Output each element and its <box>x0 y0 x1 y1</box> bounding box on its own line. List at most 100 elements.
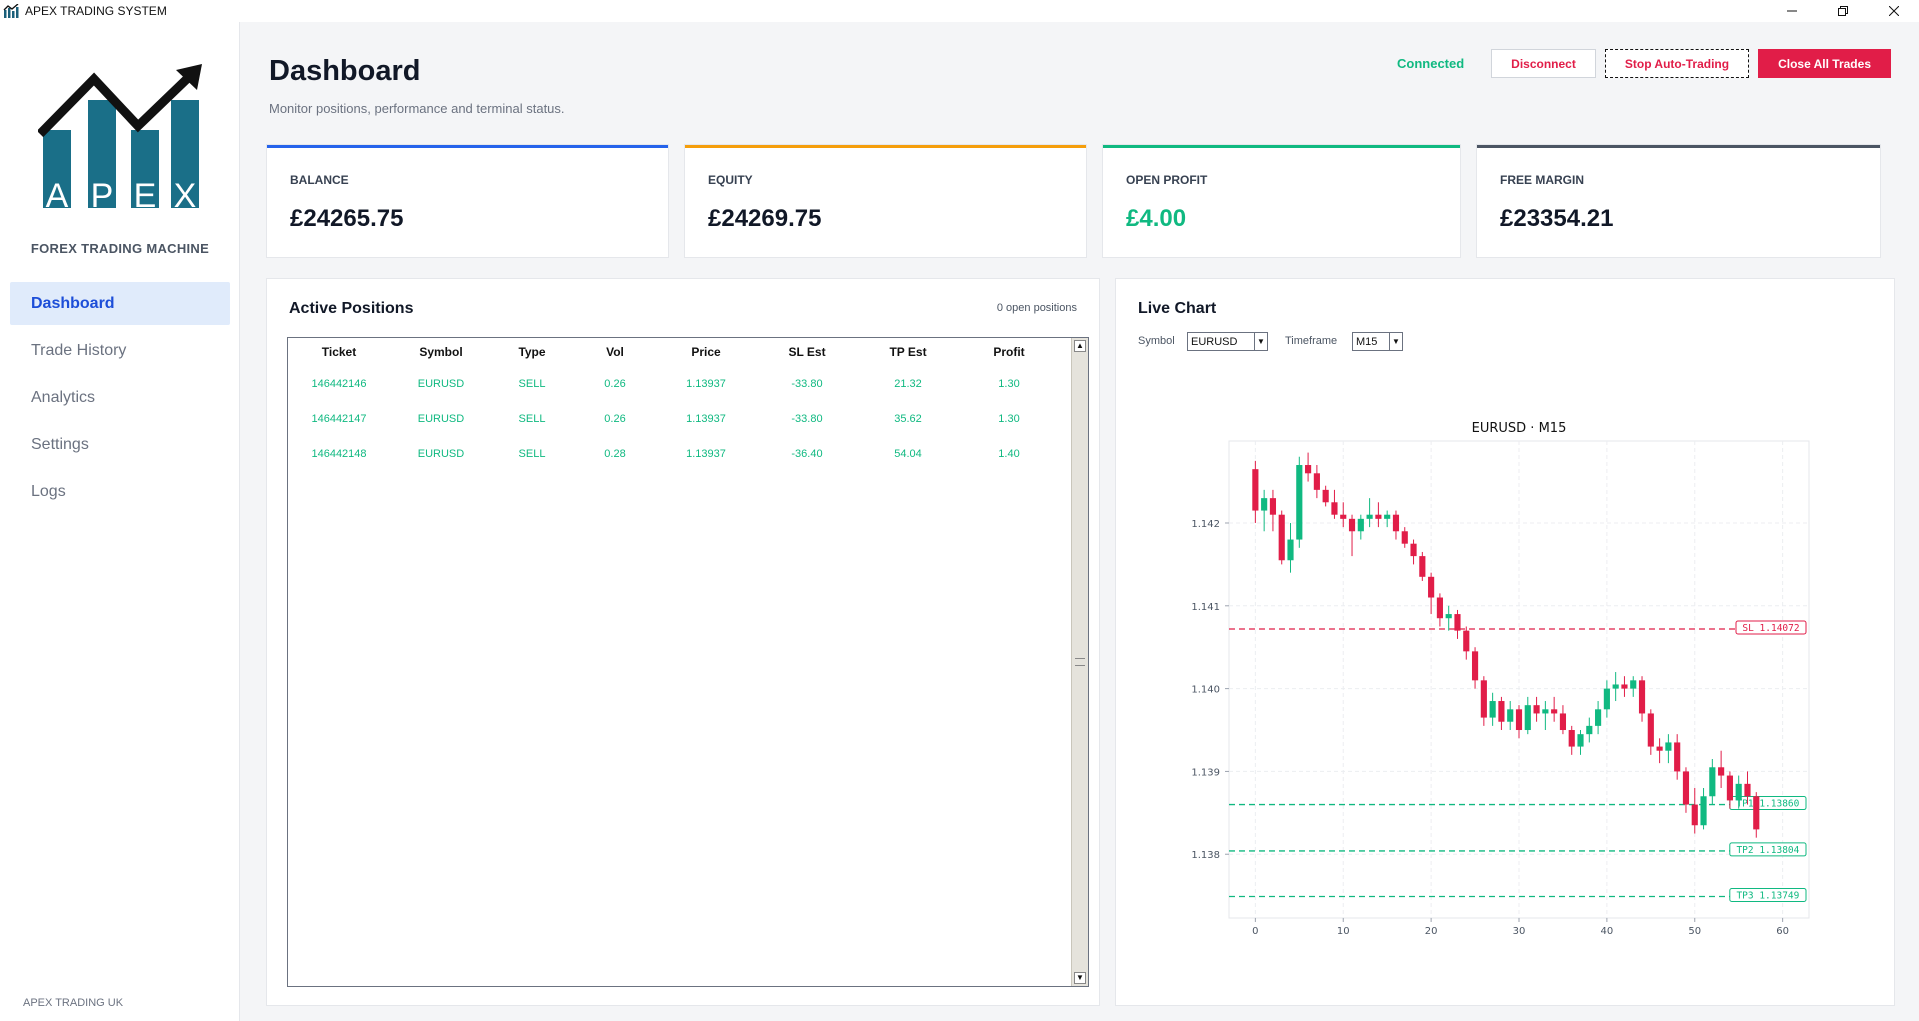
sidebar-nav: Dashboard Trade History Analytics Settin… <box>10 282 230 517</box>
table-row[interactable]: 146442146 EURUSD SELL 0.26 1.13937 -33.8… <box>288 366 1068 401</box>
cell-symbol: EURUSD <box>417 377 465 390</box>
x-tick-label: 60 <box>1776 926 1789 937</box>
free-margin-card: FREE MARGIN £23354.21 <box>1476 144 1881 258</box>
sidebar-item-dashboard[interactable]: Dashboard <box>10 282 230 325</box>
page-title: Dashboard <box>269 55 421 87</box>
candle-body <box>1261 498 1268 511</box>
equity-card: EQUITY £24269.75 <box>684 144 1087 258</box>
col-profit[interactable]: Profit <box>993 345 1025 359</box>
sidebar-item-settings[interactable]: Settings <box>31 435 89 453</box>
y-tick-label: 1.141 <box>1191 602 1220 613</box>
candle-body <box>1392 514 1400 532</box>
restore-button[interactable] <box>1817 0 1868 22</box>
candle-body <box>1410 543 1417 557</box>
timeframe-select-value: M15 <box>1356 335 1378 348</box>
candle-body <box>1322 489 1329 503</box>
symbol-select-value: EURUSD <box>1191 335 1238 348</box>
scroll-up-icon[interactable]: ▲ <box>1074 340 1086 352</box>
candle-body <box>1621 684 1628 689</box>
y-tick-label: 1.142 <box>1191 519 1220 530</box>
cell-vol: 0.28 <box>604 447 626 460</box>
disconnect-button[interactable]: Disconnect <box>1491 49 1596 78</box>
candle-body <box>1366 514 1373 519</box>
candlestick-chart[interactable]: EURUSD · M15 0 10 20 30 40 50 60 1.138 1.139 1.140… <box>1116 279 1894 1005</box>
candle-body <box>1252 469 1259 511</box>
page-subtitle: Monitor positions, performance and termi… <box>269 101 565 116</box>
level-label-box <box>1729 842 1807 857</box>
candle-body <box>1533 705 1540 714</box>
sidebar: A P E X FOREX TRADING MACHINE Dashboard … <box>0 22 240 1021</box>
candle-body <box>1269 498 1277 515</box>
candle-body <box>1718 767 1725 776</box>
svg-text:A: A <box>46 177 69 215</box>
open-profit-card: OPEN PROFIT £4.00 <box>1102 144 1461 258</box>
cell-symbol: EURUSD <box>417 412 465 425</box>
brand-subtitle: FOREX TRADING MACHINE <box>30 241 210 256</box>
cell-tp-est: 35.62 <box>894 412 922 425</box>
candle-body <box>1445 614 1452 619</box>
candle-body <box>1586 725 1593 735</box>
table-row[interactable]: 146442147 EURUSD SELL 0.26 1.13937 -33.8… <box>288 401 1068 436</box>
close-window-button[interactable] <box>1868 0 1919 22</box>
free-margin-value: £23354.21 <box>1500 205 1614 232</box>
table-scrollbar[interactable]: ▲ ▼ <box>1071 338 1088 986</box>
candle-body <box>1691 804 1698 826</box>
col-vol[interactable]: Vol <box>606 345 624 359</box>
sidebar-item-logs[interactable]: Logs <box>31 482 66 500</box>
balance-card: BALANCE £24265.75 <box>266 144 669 258</box>
col-sl-est[interactable]: SL Est <box>788 345 826 359</box>
table-row[interactable]: 146442148 EURUSD SELL 0.28 1.13937 -36.4… <box>288 436 1068 471</box>
cell-sl-est: -33.80 <box>791 377 823 390</box>
candle-body <box>1454 614 1461 631</box>
cell-tp-est: 54.04 <box>894 447 922 460</box>
balance-value: £24265.75 <box>290 205 404 232</box>
col-symbol[interactable]: Symbol <box>419 345 463 359</box>
candle-body <box>1287 539 1294 561</box>
live-chart-title: Live Chart <box>1138 300 1217 317</box>
candle-body <box>1568 730 1575 747</box>
scroll-down-icon[interactable]: ▼ <box>1074 972 1086 984</box>
stop-auto-trading-button[interactable]: Stop Auto-Trading <box>1604 49 1750 78</box>
candle-body <box>1647 713 1654 747</box>
col-ticket[interactable]: Ticket <box>321 345 357 359</box>
col-type[interactable]: Type <box>518 345 546 359</box>
cell-type: SELL <box>518 447 546 460</box>
candle-body <box>1419 556 1426 577</box>
candle-body <box>1709 767 1716 797</box>
sidebar-item-trade-history[interactable]: Trade History <box>31 341 127 359</box>
positions-table: Ticket Symbol Type Vol Price SL Est TP E… <box>287 337 1089 987</box>
balance-accent <box>267 145 668 148</box>
close-all-trades-button[interactable]: Close All Trades <box>1758 49 1891 78</box>
candle-body <box>1507 709 1514 722</box>
candle-body <box>1551 709 1558 714</box>
chevron-down-icon: ▼ <box>1254 333 1267 350</box>
col-tp-est[interactable]: TP Est <box>889 345 927 359</box>
candle-body <box>1296 465 1303 540</box>
apex-logo: A P E X <box>38 64 202 215</box>
active-positions-panel: Active Positions 0 open positions Ticket… <box>266 278 1100 1006</box>
cell-sl-est: -33.80 <box>791 412 823 425</box>
candle-body <box>1674 742 1681 772</box>
candle-body <box>1489 701 1496 718</box>
window-titlebar: APEX TRADING SYSTEM <box>0 0 1919 22</box>
level-label: TP1 1.13860 <box>1736 799 1799 810</box>
y-tick-label: 1.140 <box>1191 685 1220 696</box>
symbol-select[interactable]: EURUSD ▼ <box>1187 332 1268 351</box>
cell-tp-est: 21.32 <box>894 377 922 390</box>
scroll-grip-icon[interactable] <box>1075 658 1085 666</box>
candle-body <box>1515 709 1523 731</box>
candle-body <box>1384 514 1391 519</box>
candle-body <box>1428 576 1435 598</box>
cell-profit: 1.30 <box>998 377 1020 390</box>
candle-body <box>1665 742 1672 751</box>
cell-profit: 1.30 <box>998 412 1020 425</box>
candle-body <box>1559 713 1567 731</box>
minimize-button[interactable] <box>1766 0 1817 22</box>
timeframe-select[interactable]: M15 ▼ <box>1352 332 1403 351</box>
positions-title: Active Positions <box>289 300 414 317</box>
candle-body <box>1656 746 1663 751</box>
col-price[interactable]: Price <box>691 345 721 359</box>
candle-body <box>1682 771 1690 805</box>
sidebar-item-analytics[interactable]: Analytics <box>31 388 96 406</box>
candle-body <box>1340 514 1347 519</box>
